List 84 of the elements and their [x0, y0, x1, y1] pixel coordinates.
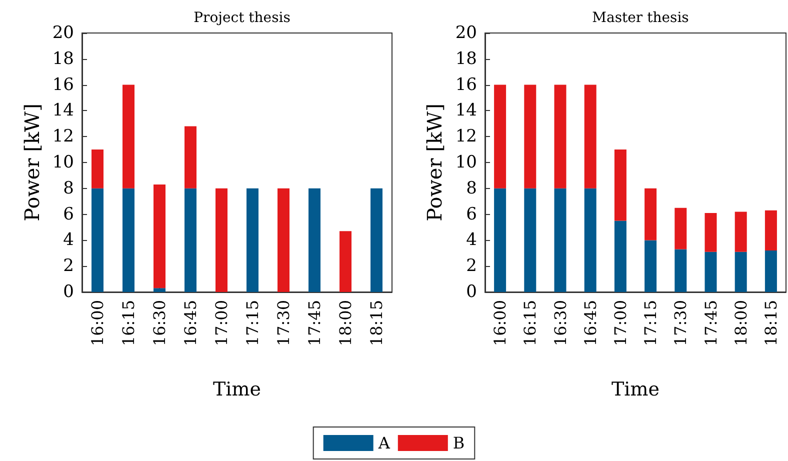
x-tick-label: 16:15 [119, 300, 138, 346]
x-tick-label: 17:15 [243, 300, 262, 346]
y-tick-label: 6 [466, 204, 477, 224]
x-tick-label: 16:15 [520, 300, 540, 346]
y-tick-label: 0 [466, 282, 477, 302]
y-tick-label: 20 [455, 23, 477, 43]
bar [154, 184, 166, 288]
x-tick-label: 17:45 [305, 300, 324, 346]
bar [704, 252, 717, 292]
x-tick-label: 17:00 [212, 300, 231, 346]
bar [92, 188, 104, 292]
bar [554, 84, 566, 188]
bar [92, 150, 104, 188]
bar [524, 84, 536, 188]
x-tick-label: 16:45 [181, 300, 200, 346]
x-tick-label: 18:15 [761, 300, 780, 346]
y-tick-label: 10 [52, 152, 74, 172]
bar [614, 150, 626, 221]
bar [734, 212, 747, 252]
y-tick-label: 12 [52, 126, 74, 147]
bar [494, 188, 506, 292]
bar [584, 188, 596, 292]
y-tick-label: 14 [52, 100, 74, 121]
y-tick-label: 12 [455, 126, 477, 147]
bar [308, 188, 320, 292]
y-tick-label: 16 [455, 74, 477, 95]
x-tick-label: 16:00 [88, 300, 107, 346]
y-tick-label: 18 [52, 48, 74, 69]
x-tick-label: 18:00 [731, 300, 750, 346]
y-tick-label: 8 [63, 178, 74, 198]
bar [674, 249, 687, 292]
bar [154, 288, 166, 292]
y-tick-label: 2 [63, 256, 74, 276]
bar [644, 188, 657, 240]
bar [524, 188, 536, 292]
y-tick-label: 4 [63, 230, 74, 250]
y-tick-label: 2 [466, 256, 477, 276]
bar [644, 240, 657, 292]
x-tick-label: 17:30 [274, 300, 293, 346]
chart-title: Master thesis [592, 10, 689, 26]
bar [370, 188, 382, 292]
chart-title: Project thesis [194, 10, 290, 26]
x-tick-label: 18:00 [336, 300, 355, 346]
bar [734, 252, 747, 292]
x-tick-label: 16:45 [580, 300, 600, 346]
y-axis-title: Power [kW] [422, 104, 446, 222]
x-tick-label: 16:30 [150, 300, 169, 346]
bar [340, 231, 352, 292]
x-tick-label: 17:00 [610, 300, 630, 346]
x-tick-label: 18:15 [367, 300, 386, 346]
bar [246, 188, 258, 292]
x-axis-title: Time [611, 378, 660, 400]
x-tick-label: 16:00 [490, 300, 510, 346]
x-axis-title: Time [212, 378, 262, 400]
x-tick-label: 16:30 [550, 300, 570, 346]
bar [184, 126, 196, 188]
bar [764, 250, 777, 292]
bar [184, 188, 196, 292]
bar [278, 188, 290, 292]
y-tick-label: 0 [63, 282, 74, 302]
y-tick-label: 8 [466, 178, 477, 198]
bar [764, 210, 777, 251]
bar [584, 84, 596, 188]
x-tick-label: 17:45 [701, 300, 720, 346]
y-tick-label: 16 [52, 74, 74, 95]
y-tick-label: 6 [63, 204, 74, 224]
x-tick-label: 17:30 [671, 300, 690, 346]
legend-label: B [452, 434, 465, 452]
bar [704, 213, 717, 252]
bar [554, 188, 566, 292]
y-tick-label: 18 [455, 48, 477, 69]
bar [122, 188, 134, 292]
legend-label: A [377, 434, 390, 452]
y-tick-label: 14 [455, 100, 477, 121]
y-tick-label: 10 [455, 152, 477, 172]
y-tick-label: 20 [52, 23, 74, 43]
bar [494, 84, 506, 188]
y-axis-title: Power [kW] [20, 104, 44, 222]
bar [122, 84, 134, 188]
bar [216, 188, 228, 292]
x-tick-label: 17:15 [641, 300, 660, 346]
bar [674, 208, 687, 250]
y-tick-label: 4 [466, 230, 477, 250]
bar [614, 220, 626, 292]
